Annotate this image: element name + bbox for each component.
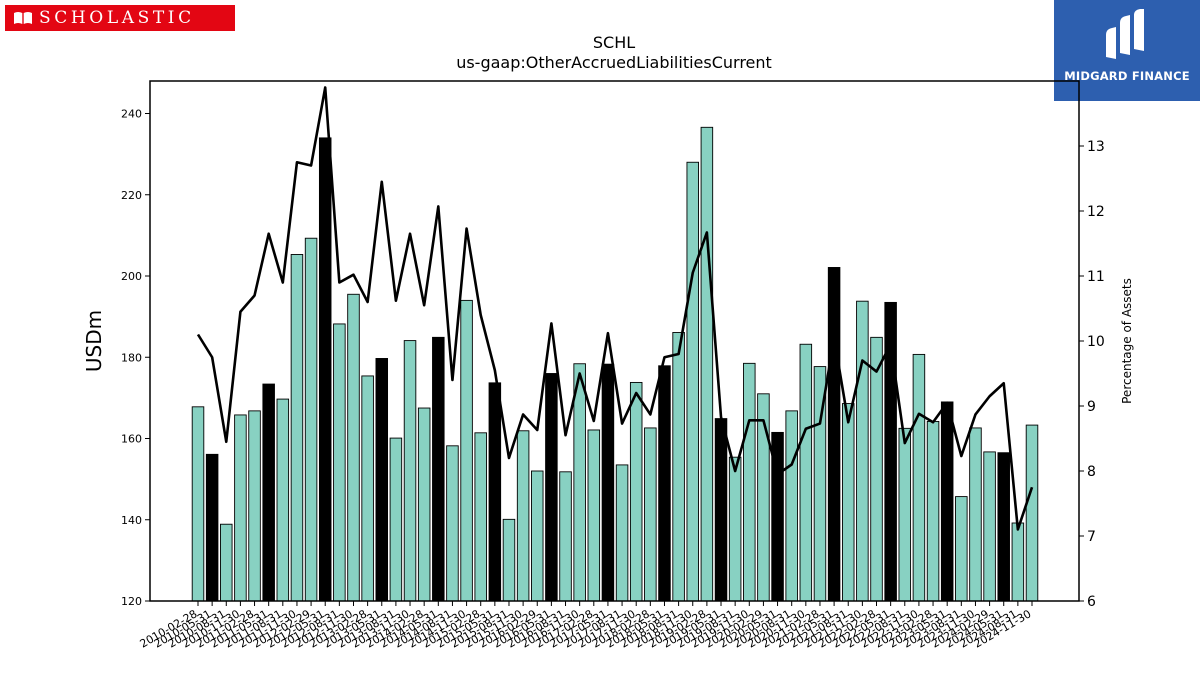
bar	[446, 445, 459, 602]
bar	[658, 365, 671, 602]
bar-series	[191, 126, 1039, 602]
plot-frame	[149, 80, 1080, 602]
bar	[912, 353, 926, 602]
y2-tick-label: 8	[1087, 464, 1096, 480]
bar	[856, 300, 869, 602]
bar	[403, 340, 417, 602]
bar	[629, 381, 643, 602]
bar	[234, 414, 247, 602]
bar	[290, 254, 304, 602]
bar	[573, 363, 586, 602]
y-tick-label: 140	[121, 514, 142, 527]
y2-tick-label: 11	[1087, 269, 1105, 285]
y2-tick-label: 13	[1087, 139, 1105, 155]
y-tick-label: 240	[121, 108, 142, 121]
bar	[502, 518, 516, 602]
bar	[969, 427, 982, 602]
bar	[205, 453, 219, 602]
bar	[220, 523, 233, 602]
bar	[926, 420, 940, 602]
bar	[714, 418, 728, 602]
bar	[799, 343, 813, 602]
bar	[644, 427, 657, 602]
bar	[191, 406, 205, 602]
bar	[460, 299, 473, 602]
y2-tick-label: 12	[1087, 204, 1105, 220]
bar	[248, 410, 261, 602]
midgard-finance-wordmark: MIDGARD FINANCE	[1064, 69, 1190, 83]
bar	[347, 293, 360, 602]
y2-tick-label: 6	[1087, 594, 1096, 610]
percentage-of-assets-line	[196, 86, 1034, 531]
bar	[997, 452, 1010, 602]
y-tick-label: 160	[121, 433, 142, 446]
y-tick-label: 180	[121, 351, 142, 364]
bar	[304, 237, 318, 602]
bar	[545, 373, 558, 602]
bar	[686, 161, 700, 602]
chart-title: SCHL	[593, 33, 635, 52]
y-axis-label: USDm	[82, 310, 106, 372]
bar	[559, 471, 572, 602]
bar	[1011, 522, 1025, 602]
bar	[785, 410, 798, 602]
bar	[615, 464, 629, 602]
y2-tick-label: 7	[1087, 529, 1096, 545]
bar	[375, 358, 389, 602]
y-tick-label: 120	[121, 595, 142, 608]
y2-tick-label: 10	[1087, 334, 1105, 350]
chart-subtitle: us-gaap:OtherAccruedLiabilitiesCurrent	[456, 53, 772, 72]
y-tick-label: 200	[121, 270, 142, 283]
bar	[361, 375, 374, 602]
bar	[587, 429, 601, 602]
axes: 1201401601802002202406789101112132010-02…	[121, 80, 1105, 651]
scholastic-wordmark: SCHOLASTIC	[39, 8, 195, 28]
bar	[870, 336, 883, 602]
bar	[276, 398, 290, 602]
line-series-layer	[196, 86, 1034, 531]
bar	[389, 437, 403, 602]
bar	[728, 456, 742, 602]
bar	[516, 430, 530, 602]
bar	[955, 496, 968, 602]
y2-tick-label: 9	[1087, 399, 1096, 415]
y2-axis-label: Percentage of Assets	[1120, 278, 1134, 404]
bar	[432, 336, 445, 602]
bar	[262, 383, 275, 602]
open-book-icon	[14, 12, 32, 24]
bar	[531, 470, 544, 602]
bar	[333, 323, 346, 602]
scholastic-logo: SCHOLASTIC	[5, 5, 235, 31]
bar	[318, 137, 332, 602]
bar	[700, 126, 714, 602]
midgard-mark-icon	[1106, 9, 1144, 59]
bar	[743, 362, 756, 602]
bar	[940, 401, 954, 602]
bar	[898, 427, 912, 602]
bar	[474, 432, 487, 602]
bar	[841, 403, 855, 602]
bar	[488, 382, 502, 602]
bar	[1025, 424, 1039, 602]
bar	[417, 407, 431, 602]
bar	[672, 332, 685, 602]
y-tick-label: 220	[121, 189, 142, 202]
bar	[601, 363, 615, 602]
bar	[983, 451, 996, 602]
bar	[827, 267, 841, 602]
